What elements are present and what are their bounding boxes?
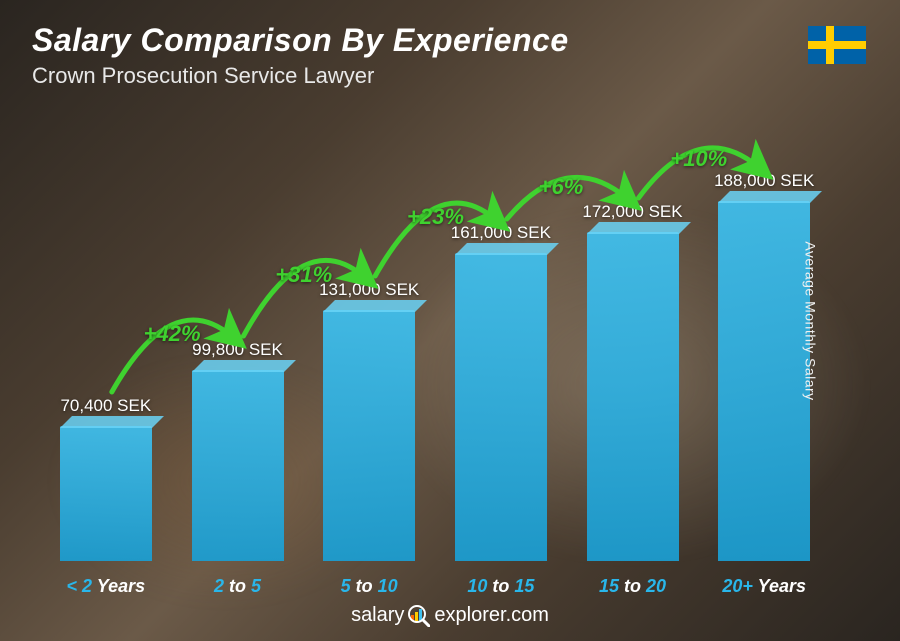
y-axis-label: Average Monthly Salary xyxy=(802,241,818,400)
increase-pct: +42% xyxy=(144,321,201,347)
value-label: 70,400 SEK xyxy=(60,396,151,416)
bar-group: 131,000 SEK5 to 10 xyxy=(303,120,435,561)
bar xyxy=(192,370,284,561)
category-label: 2 to 5 xyxy=(214,576,261,597)
value-label: 161,000 SEK xyxy=(451,223,551,243)
chart-subtitle: Crown Prosecution Service Lawyer xyxy=(32,63,810,89)
category-label: 5 to 10 xyxy=(341,576,398,597)
bar xyxy=(60,426,152,561)
increase-pct: +10% xyxy=(670,146,727,172)
value-label: 131,000 SEK xyxy=(319,280,419,300)
brand-logo: salary explorer.com xyxy=(351,604,549,627)
flag-sweden-icon xyxy=(808,26,866,64)
increase-pct: +23% xyxy=(407,204,464,230)
category-label: 10 to 15 xyxy=(467,576,534,597)
bar-group: 172,000 SEK15 to 20 xyxy=(567,120,699,561)
footer: salary explorer.com xyxy=(0,604,900,627)
bar xyxy=(455,253,547,561)
category-label: < 2 Years xyxy=(67,576,146,597)
header: Salary Comparison By Experience Crown Pr… xyxy=(32,22,810,89)
category-label: 15 to 20 xyxy=(599,576,666,597)
increase-pct: +31% xyxy=(275,262,332,288)
brand-suffix: explorer.com xyxy=(434,604,549,627)
chart-canvas: Salary Comparison By Experience Crown Pr… xyxy=(0,0,900,641)
bar xyxy=(587,232,679,561)
chart-title: Salary Comparison By Experience xyxy=(32,22,810,59)
value-label: 172,000 SEK xyxy=(582,202,682,222)
value-label: 99,800 SEK xyxy=(192,340,283,360)
category-label: 20+ Years xyxy=(722,576,806,597)
increase-pct: +6% xyxy=(539,174,584,200)
value-label: 188,000 SEK xyxy=(714,171,814,191)
magnifier-bars-icon xyxy=(408,605,430,627)
bar xyxy=(323,310,415,561)
brand-prefix: salary xyxy=(351,604,404,627)
bar xyxy=(718,201,810,561)
